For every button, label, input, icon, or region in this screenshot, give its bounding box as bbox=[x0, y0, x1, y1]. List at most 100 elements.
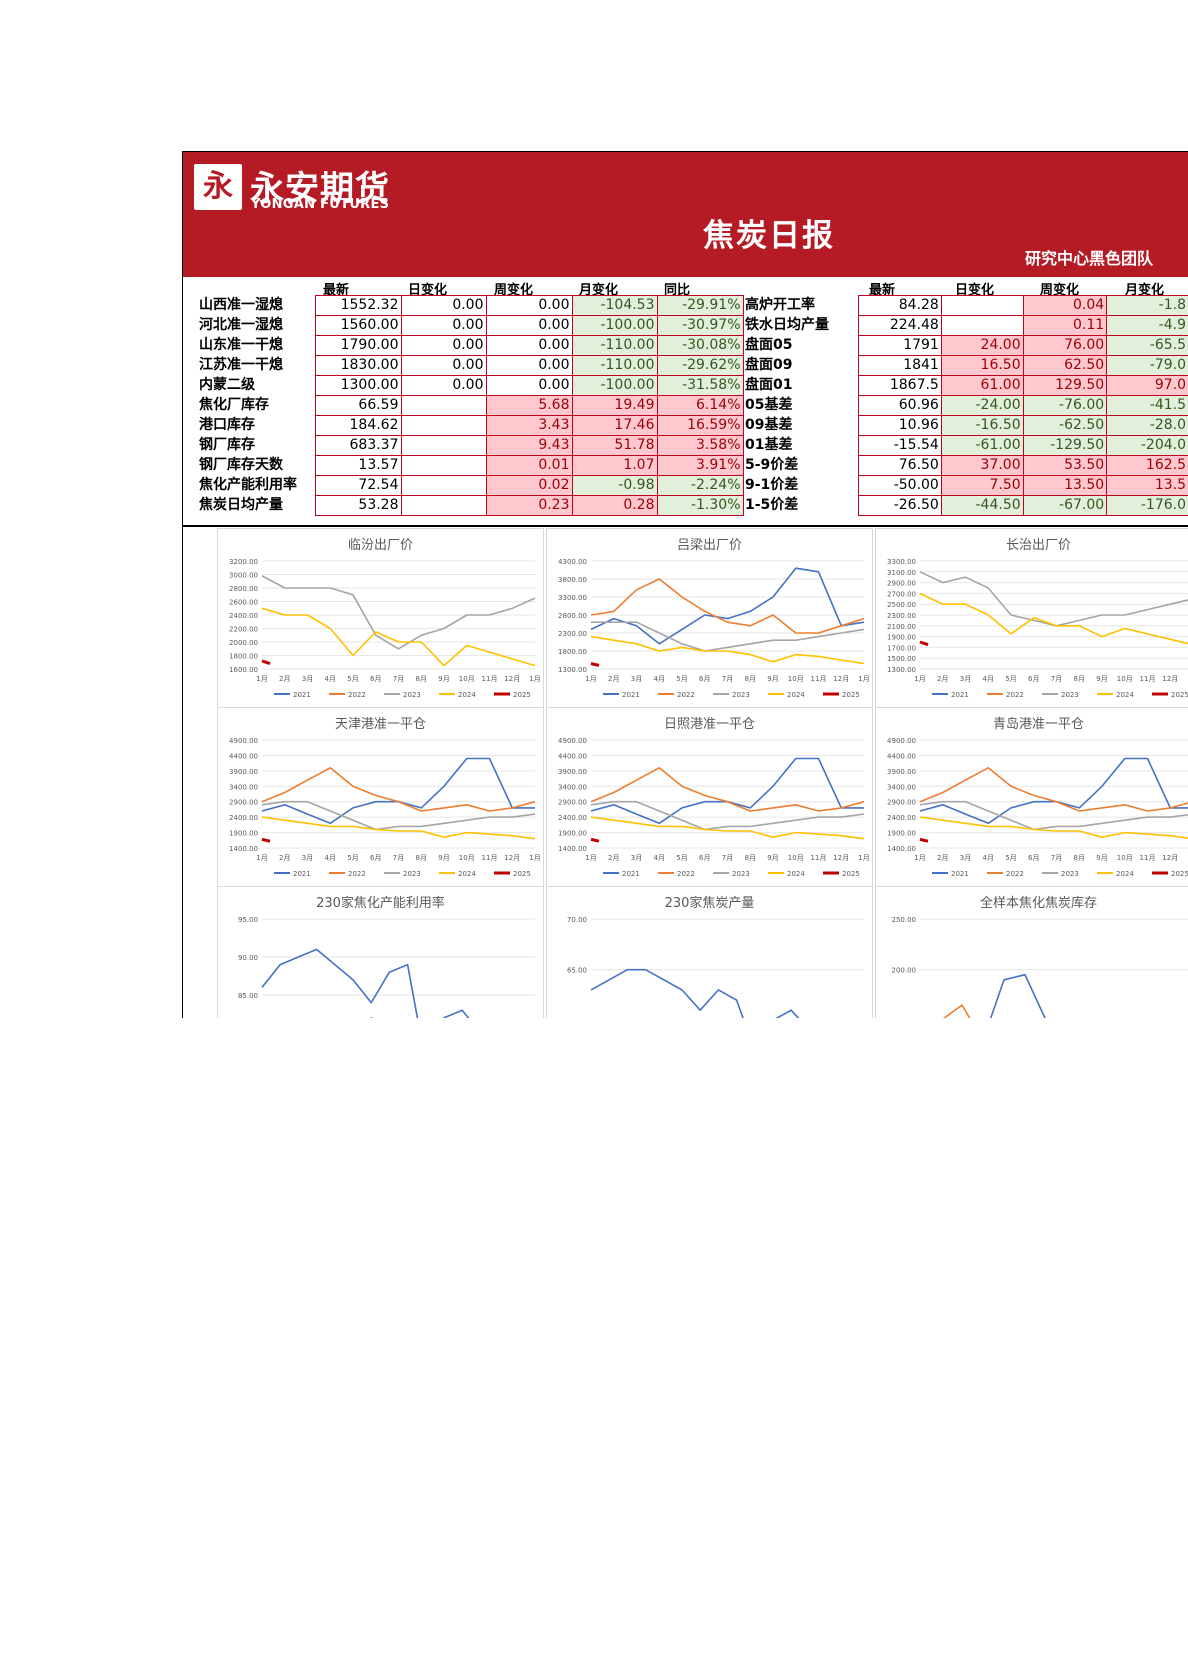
x-tick-label: 3月 bbox=[631, 675, 642, 683]
y-tick-label: 70.00 bbox=[567, 916, 587, 924]
x-tick-label: 12月 bbox=[504, 675, 520, 683]
value-cell: 1560.00 bbox=[314, 315, 402, 336]
value-cell: 3.91% bbox=[656, 455, 744, 476]
y-tick-label: 1500.00 bbox=[887, 655, 916, 663]
x-tick-label: 4月 bbox=[325, 675, 336, 683]
chart-title: 吕梁出厂价 bbox=[676, 538, 742, 553]
value-cell bbox=[940, 295, 1024, 316]
line-chart: 4900.00 4400.00 3900.00 3400.00 2900.00 2400.… bbox=[229, 737, 541, 878]
x-tick-label: 9月 bbox=[1096, 854, 1107, 862]
line-chart: 3200.00 3000.00 2800.00 2600.00 2400.00 2200.… bbox=[229, 558, 541, 699]
row-label: 盘面05 bbox=[745, 337, 793, 353]
value-cell: -76.00 bbox=[1022, 395, 1108, 416]
legend-label: 2021 bbox=[293, 870, 311, 878]
value-cell: 7.50 bbox=[940, 475, 1024, 496]
series-line-2025 bbox=[590, 837, 600, 843]
y-tick-label: 1900.00 bbox=[558, 830, 587, 838]
series-line-2025 bbox=[261, 837, 271, 843]
x-tick-label: 5月 bbox=[1005, 675, 1016, 683]
x-tick-label: 4月 bbox=[654, 854, 665, 862]
x-tick-label: 4月 bbox=[983, 675, 994, 683]
line-chart: 4900.00 4400.00 3900.00 3400.00 2900.00 2400.… bbox=[558, 737, 870, 878]
x-tick-label: 5月 bbox=[1005, 854, 1016, 862]
x-tick-label: 2月 bbox=[608, 854, 619, 862]
value-cell: 6.14% bbox=[656, 395, 744, 416]
value-cell: 1552.32 bbox=[314, 295, 402, 316]
series-line-2024 bbox=[590, 635, 865, 665]
row-label: 05基差 bbox=[745, 397, 793, 413]
value-cell: 16.50 bbox=[940, 355, 1024, 376]
report-sheet: 永 永安期货 YONGAN FUTURES 焦炭日报 研究中心黑色团队 最新 日… bbox=[182, 151, 1188, 1018]
x-tick-label: 1月 bbox=[585, 675, 596, 683]
legend-label: 2021 bbox=[951, 691, 969, 699]
x-tick-label: 9月 bbox=[1096, 675, 1107, 683]
value-cell: -110.00 bbox=[571, 335, 658, 356]
value-cell: -16.50 bbox=[940, 415, 1024, 436]
row-label: 高炉开工率 bbox=[745, 297, 815, 313]
x-tick-label: 1月 bbox=[256, 854, 267, 862]
value-cell: -104.53 bbox=[571, 295, 658, 316]
value-cell: -29.62% bbox=[656, 355, 744, 376]
value-cell: 3.58% bbox=[656, 435, 744, 456]
series-line-2024 bbox=[590, 816, 865, 840]
row-label: 焦化厂库存 bbox=[199, 397, 269, 413]
x-tick-label: 11月 bbox=[482, 675, 498, 683]
y-tick-label: 3000.00 bbox=[229, 572, 258, 580]
value-cell: 13.50 bbox=[1022, 475, 1108, 496]
y-tick-label: 1300.00 bbox=[887, 666, 916, 674]
value-cell: 60.96 bbox=[857, 395, 942, 416]
x-tick-label: 11月 bbox=[482, 854, 498, 862]
x-tick-label: 2月 bbox=[608, 675, 619, 683]
x-tick-label: 11月 bbox=[811, 675, 827, 683]
value-cell: -15.54 bbox=[857, 435, 942, 456]
value-cell: -67.00 bbox=[1022, 495, 1108, 516]
value-cell: 224.48 bbox=[857, 315, 942, 336]
legend-label: 2025 bbox=[1171, 870, 1188, 878]
row-label: 江苏准一干熄 bbox=[199, 357, 283, 373]
indicator-tables: 最新 日变化 周变化 月变化 同比 最新 日变化 周变化 月变化 山西准一湿熄 1… bbox=[183, 277, 1188, 526]
table-row: 钢厂库存天数 13.57 0.01 1.07 3.91% bbox=[197, 455, 744, 476]
y-tick-label: 1800.00 bbox=[558, 648, 587, 656]
value-cell: 84.28 bbox=[857, 295, 942, 316]
series-line-2023 bbox=[261, 800, 536, 831]
series-line-2022 bbox=[590, 578, 865, 634]
value-cell: -129.50 bbox=[1022, 435, 1108, 456]
series-line-2021 bbox=[590, 968, 800, 1018]
legend-label: 2023 bbox=[1061, 870, 1079, 878]
y-tick-label: 3400.00 bbox=[558, 783, 587, 791]
value-cell: 17.46 bbox=[571, 415, 658, 436]
value-cell: -26.50 bbox=[857, 495, 942, 516]
chart-title: 全样本焦化焦炭库存 bbox=[979, 896, 1097, 911]
x-tick-label: 3月 bbox=[960, 675, 971, 683]
table-row: 山西准一湿熄 1552.32 0.00 0.00 -104.53 -29.91% bbox=[197, 295, 744, 316]
y-tick-label: 1400.00 bbox=[558, 845, 587, 853]
value-cell: -50.00 bbox=[857, 475, 942, 496]
y-tick-label: 1700.00 bbox=[887, 644, 916, 652]
x-tick-label: 10月 bbox=[1117, 854, 1133, 862]
y-tick-label: 4400.00 bbox=[229, 752, 258, 760]
line-chart: 4300.00 3800.00 3300.00 2800.00 2300.00 1800.… bbox=[558, 558, 870, 699]
x-tick-label: 12月 bbox=[833, 675, 849, 683]
series-line-2021 bbox=[261, 757, 535, 825]
x-tick-label: 6月 bbox=[370, 675, 381, 683]
series-line-2025 bbox=[919, 640, 929, 647]
price-inventory-table: 山西准一湿熄 1552.32 0.00 0.00 -104.53 -29.91% 河北准一湿… bbox=[197, 295, 744, 516]
table-row: 河北准一湿熄 1560.00 0.00 0.00 -100.00 -30.97% bbox=[197, 315, 744, 336]
series-line-2021 bbox=[590, 757, 864, 825]
value-cell: 16.59% bbox=[656, 415, 744, 436]
table-row: 05基差 60.96 -24.00 -76.00 -41.5 bbox=[743, 395, 1188, 416]
series-line-2022 bbox=[590, 766, 865, 812]
legend-label: 2024 bbox=[1116, 870, 1134, 878]
value-cell: -28.0 bbox=[1106, 415, 1188, 436]
chart-title: 天津港准一平仓 bbox=[334, 717, 426, 732]
row-label: 盘面09 bbox=[745, 357, 793, 373]
series-line-2022 bbox=[919, 766, 1188, 812]
y-tick-label: 2300.00 bbox=[887, 612, 916, 620]
value-cell: -176.0 bbox=[1106, 495, 1188, 516]
y-tick-label: 4300.00 bbox=[558, 558, 587, 566]
y-tick-label: 95.00 bbox=[238, 916, 258, 924]
y-tick-label: 4400.00 bbox=[887, 752, 916, 760]
value-cell: -29.91% bbox=[656, 295, 744, 316]
y-tick-label: 85.00 bbox=[238, 992, 258, 1000]
